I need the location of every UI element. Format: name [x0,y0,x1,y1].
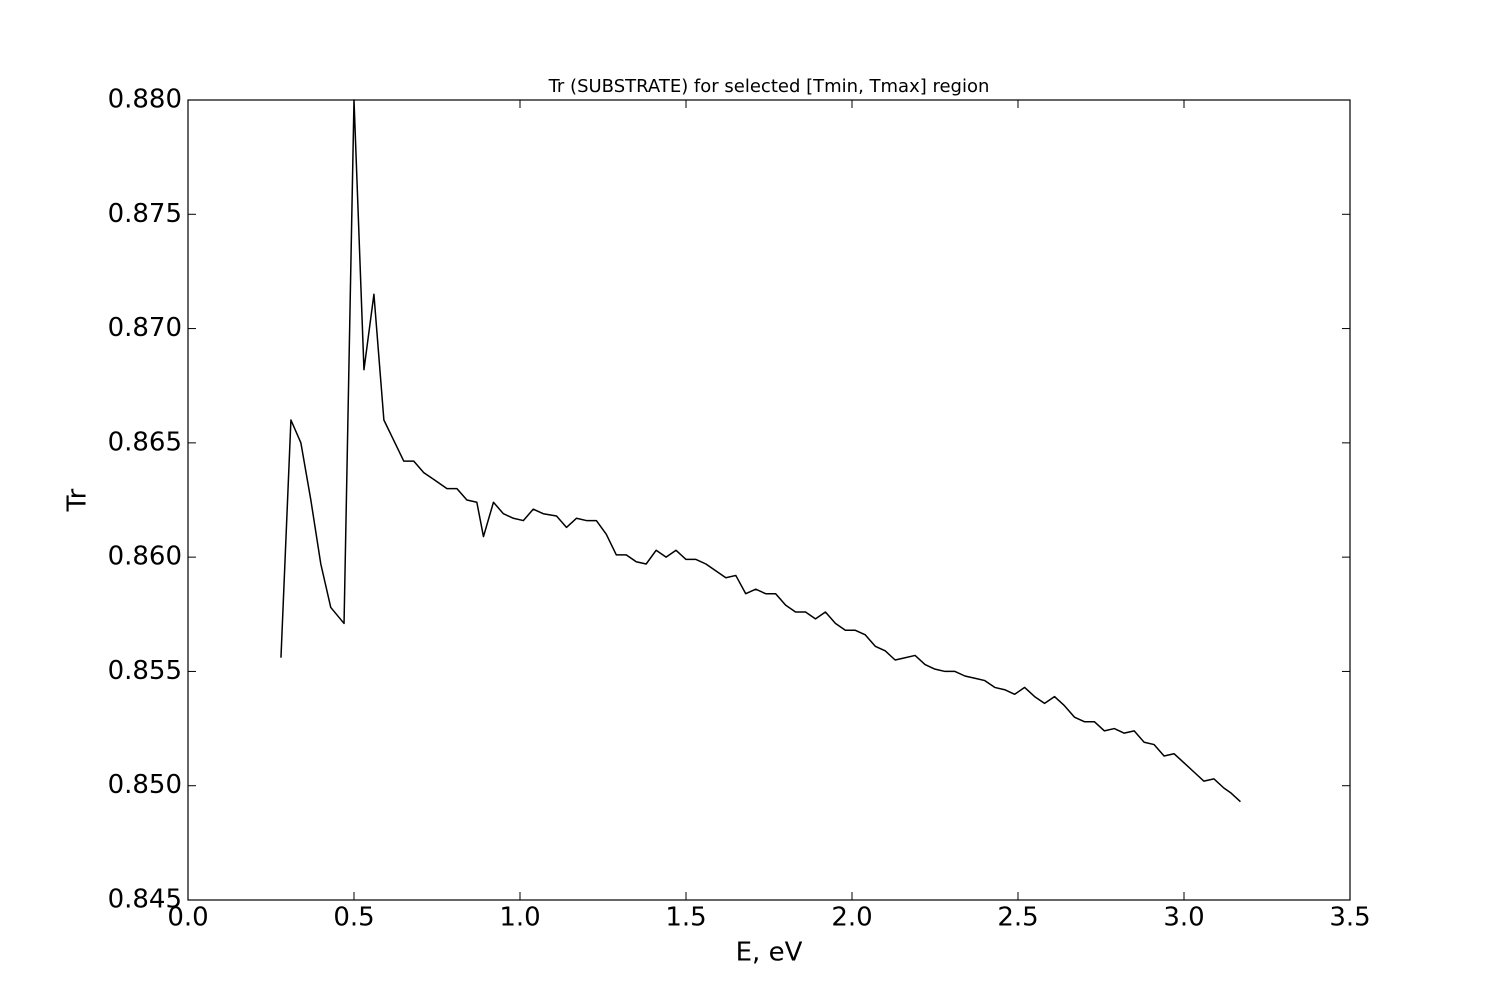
x-tick-label: 3.5 [1329,903,1370,933]
plot-frame [187,99,1351,901]
x-tick-label: 0.0 [167,903,208,933]
x-tick-label: 3.0 [1163,903,1204,933]
x-axis-label: E, eV [736,938,803,968]
y-tick-label: 0.845 [108,885,182,915]
x-tick-label: 1.5 [665,903,706,933]
y-tick-label: 0.875 [108,199,182,229]
y-tick-label: 0.850 [108,770,182,800]
x-tick-label: 2.0 [831,903,872,933]
y-tick-label: 0.860 [108,542,182,572]
chart-title: Tr (SUBSTRATE) for selected [Tmin, Tmax]… [548,76,990,97]
y-tick-label: 0.870 [108,313,182,343]
data-line [280,99,1241,803]
x-tick-label: 2.5 [997,903,1038,933]
y-tick-label: 0.855 [108,656,182,686]
y-axis-label: Tr [63,488,93,512]
y-tick-label: 0.880 [108,85,182,115]
y-tick-label: 0.865 [108,427,182,457]
x-tick-label: 1.0 [499,903,540,933]
x-tick-label: 0.5 [333,903,374,933]
